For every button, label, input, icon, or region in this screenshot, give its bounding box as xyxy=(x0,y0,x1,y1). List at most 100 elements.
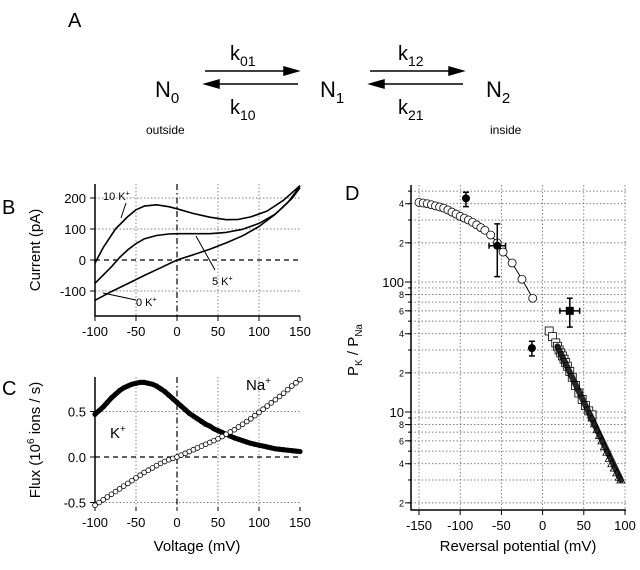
state-n0: N0 xyxy=(155,77,179,107)
y-tick-label: 2 xyxy=(399,368,404,378)
k-flux-point xyxy=(145,380,151,386)
dense-simulation-band xyxy=(554,343,624,483)
k-flux-point xyxy=(158,386,164,392)
x-tick-label: -100 xyxy=(82,324,108,339)
na-flux-point xyxy=(120,483,127,489)
k-flux-point xyxy=(248,440,254,446)
y-tick-label: 0.5 xyxy=(68,405,86,420)
k-flux-point xyxy=(219,429,225,436)
y-tick-label: 4 xyxy=(399,199,404,209)
k-flux-point xyxy=(252,441,258,447)
x-tick-label: -50 xyxy=(127,515,146,530)
state-n1: N1 xyxy=(320,77,344,107)
na-flux-point xyxy=(125,480,131,487)
k-flux-point xyxy=(235,436,242,442)
series-label-k: K+ xyxy=(110,424,126,442)
k-flux-point xyxy=(133,380,139,386)
x-tick-label: 50 xyxy=(577,518,591,533)
na-flux-point xyxy=(137,472,143,479)
y-axis-label: PK / PNa xyxy=(345,324,365,376)
k-flux-point xyxy=(227,433,233,439)
k-flux-point xyxy=(121,385,127,391)
na-flux-point xyxy=(260,406,266,413)
k-flux-point xyxy=(297,448,303,455)
arrowhead-icon xyxy=(367,79,385,89)
k-flux-point xyxy=(100,404,106,410)
k-flux-point xyxy=(174,399,180,405)
label-pointer xyxy=(102,292,137,301)
na-flux-point xyxy=(252,412,258,419)
k-flux-point xyxy=(199,418,205,425)
arrowhead-icon xyxy=(283,66,301,76)
label-outside: outside xyxy=(146,123,185,137)
na-flux-point xyxy=(112,488,119,495)
rate-k10: k10 xyxy=(230,97,256,123)
k-flux-point xyxy=(190,413,196,419)
k-flux-point xyxy=(211,426,217,432)
panel-label-a: A xyxy=(68,10,82,32)
label-inside: inside xyxy=(490,123,522,137)
x-tick-label: -100 xyxy=(447,518,473,533)
panel-a-kinetic-scheme: A N0 N1 N2 outside inside k01 k10 k12 k2… xyxy=(68,10,522,137)
k-flux-point xyxy=(240,438,246,444)
series-label-na: Na+ xyxy=(246,376,271,394)
k-flux-point xyxy=(96,407,102,414)
k-flux-point xyxy=(272,446,278,452)
x-tick-label: 0 xyxy=(173,515,180,530)
open-circle-point xyxy=(528,293,538,303)
na-flux-point xyxy=(284,386,291,393)
k-flux-point xyxy=(244,439,250,445)
y-tick-label: -100 xyxy=(60,284,86,299)
k-flux-point xyxy=(178,403,184,409)
x-tick-label: 0 xyxy=(539,518,546,533)
panel-c-flux-chart: C -100 -50 0 50 100 150 -0.5 0.0 0.5 Flux (106 ion… xyxy=(2,376,311,555)
label-pointer xyxy=(195,235,216,271)
y-tick-label: 0 xyxy=(79,253,86,268)
na-flux-point xyxy=(141,469,148,476)
k-flux-point xyxy=(186,410,192,416)
na-flux-point xyxy=(297,376,303,383)
label-pointer xyxy=(120,202,127,219)
x-axis-label: Reversal potential (mV) xyxy=(440,538,597,555)
y-tick-label: 6 xyxy=(399,436,404,446)
na-flux-point xyxy=(219,433,225,440)
x-tick-label: 150 xyxy=(289,324,311,339)
open-circle-point xyxy=(486,230,496,240)
y-axis-label: Current (pA) xyxy=(27,209,44,292)
na-flux-point xyxy=(280,390,287,397)
k-flux-point xyxy=(231,435,237,441)
x-tick-label: -50 xyxy=(127,324,146,339)
na-flux-point xyxy=(268,400,275,406)
k-flux-point xyxy=(194,416,201,422)
k-flux-point xyxy=(166,392,172,398)
na-flux-point xyxy=(276,393,283,400)
series-line xyxy=(94,185,301,284)
y-tick-label: 4 xyxy=(399,459,404,469)
k-flux-point xyxy=(153,383,160,389)
open-circle-point xyxy=(498,247,508,257)
x-tick-label: -100 xyxy=(82,515,108,530)
na-flux-point xyxy=(239,421,246,428)
series-label-10k: 10 K+ xyxy=(103,190,130,203)
k-flux-point xyxy=(137,379,143,385)
series-line xyxy=(94,185,301,264)
na-flux-point xyxy=(223,431,230,438)
filled-circle-point xyxy=(527,344,536,353)
k-flux-point xyxy=(268,445,274,451)
filled-square-point xyxy=(565,306,574,315)
k-flux-point xyxy=(112,391,119,397)
na-flux-point xyxy=(227,429,234,435)
open-circle-point xyxy=(480,225,490,235)
series-label-0k: 0 K+ xyxy=(136,296,157,309)
y-axis-label: Flux (106 ions / s) xyxy=(26,382,44,498)
k-flux-point xyxy=(182,407,188,413)
k-flux-point xyxy=(207,423,213,429)
y-tick-label: -0.5 xyxy=(64,496,86,511)
k-flux-point xyxy=(285,447,291,453)
y-tick-label: 200 xyxy=(64,191,86,206)
x-tick-label: 0 xyxy=(173,324,180,339)
k-flux-point xyxy=(149,381,155,387)
filled-circle-point xyxy=(493,241,502,250)
k-flux-point xyxy=(281,447,287,453)
